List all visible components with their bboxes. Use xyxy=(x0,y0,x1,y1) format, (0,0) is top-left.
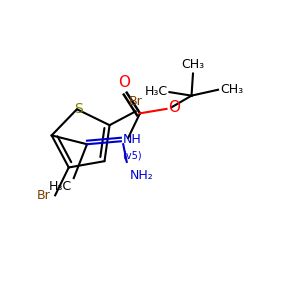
Text: H₃C: H₃C xyxy=(49,180,72,193)
Text: O: O xyxy=(118,75,130,90)
Text: NH₂: NH₂ xyxy=(130,169,153,182)
Text: NH: NH xyxy=(122,133,141,146)
Text: CH₃: CH₃ xyxy=(182,58,205,71)
Text: (v5): (v5) xyxy=(122,150,142,161)
Text: CH₃: CH₃ xyxy=(220,83,243,96)
Text: Br: Br xyxy=(37,189,51,202)
Text: O: O xyxy=(168,100,180,115)
Text: Br: Br xyxy=(129,95,142,108)
Text: S: S xyxy=(74,102,83,116)
Text: H₃C: H₃C xyxy=(144,85,167,98)
